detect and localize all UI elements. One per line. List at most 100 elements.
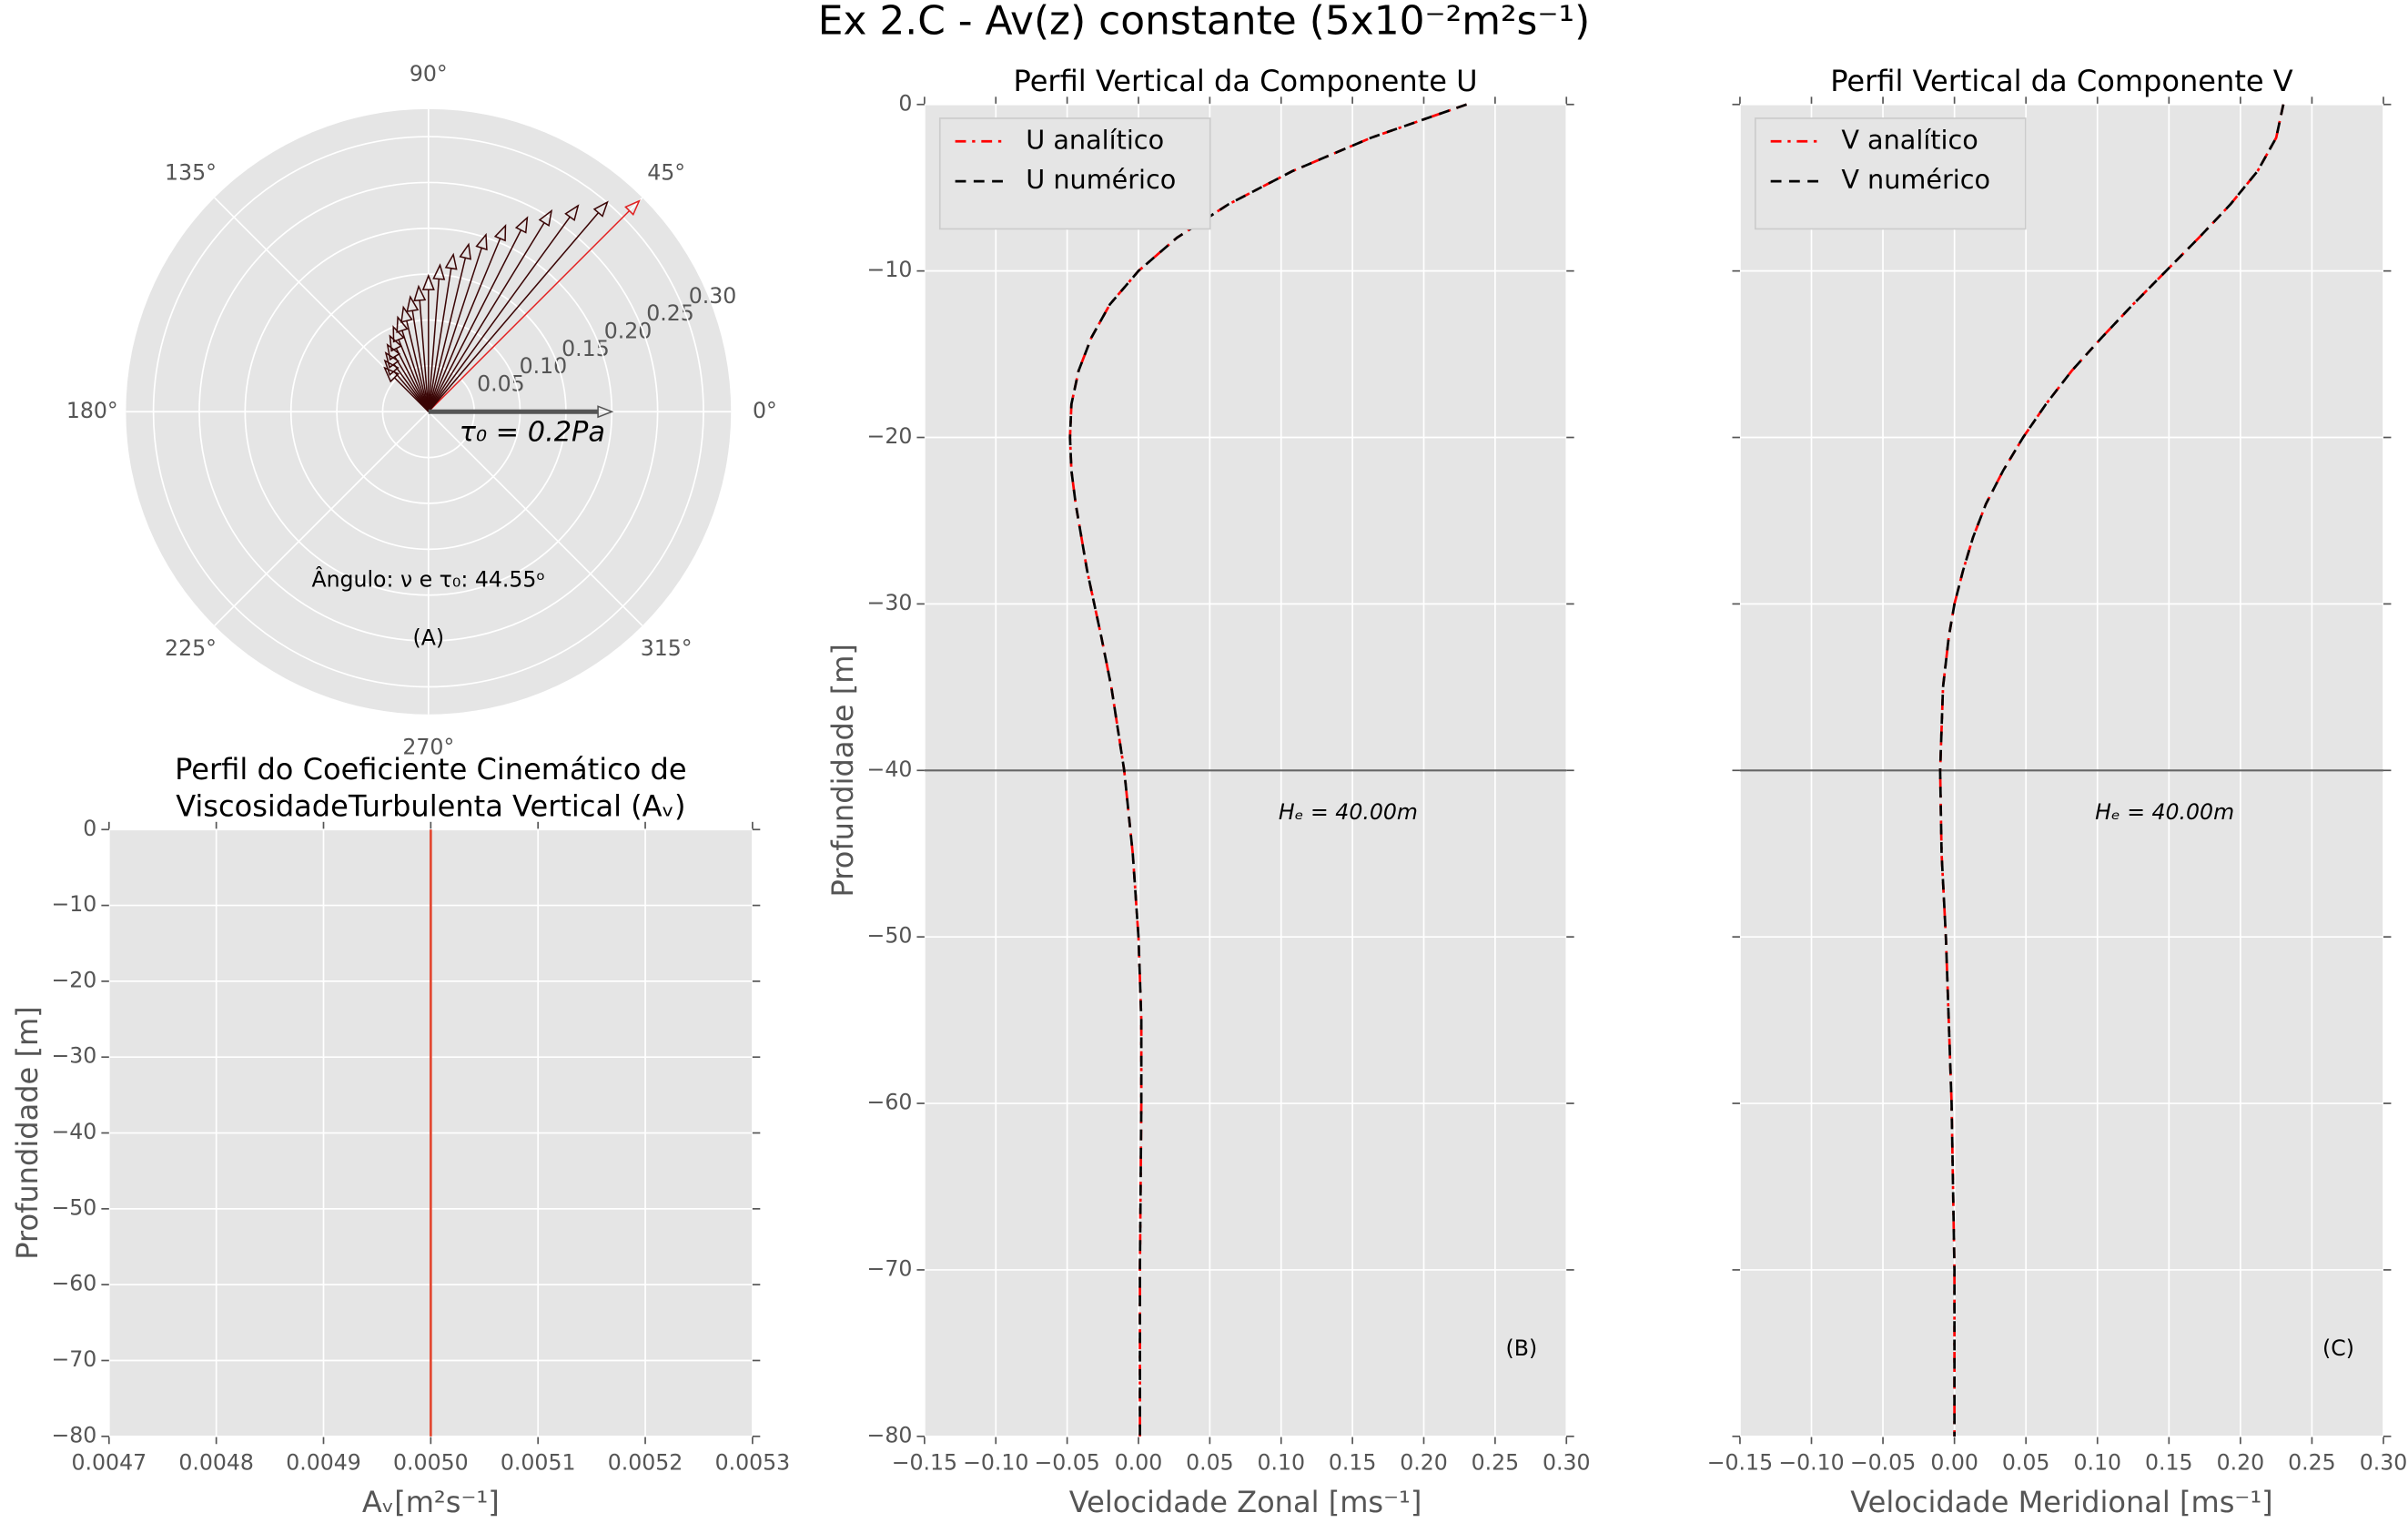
x-tick-label: −0.05 xyxy=(1850,1450,1916,1476)
y-tick-label: 0 xyxy=(83,816,96,841)
y-tick-label: −60 xyxy=(867,1090,913,1115)
velocity-arrow-shaft xyxy=(419,300,430,412)
velocity-arrow-shaft xyxy=(395,348,430,412)
velocity-arrow-shaft xyxy=(428,268,452,412)
y-tick-label: −40 xyxy=(51,1119,96,1144)
y-tick-label: −80 xyxy=(51,1422,96,1447)
velocity-arrow-head xyxy=(459,242,472,260)
velocity-arrow-head xyxy=(386,343,401,361)
y-tick-label: −50 xyxy=(867,923,913,949)
radial-tick-label: 0.10 xyxy=(520,353,568,379)
velocity-arrow xyxy=(428,242,472,412)
velocity-arrow xyxy=(428,216,529,412)
angle-annotation: Ângulo: ν e τ₀: 44.55ᵒ xyxy=(311,566,545,592)
angle-tick-label: 0° xyxy=(753,398,777,423)
series-line xyxy=(1068,103,1467,1437)
y-tick-label: −70 xyxy=(51,1346,96,1372)
angle-tick-label: 45° xyxy=(647,159,685,185)
x-tick-label: 0.0048 xyxy=(178,1450,254,1476)
velocity-arrow xyxy=(389,334,430,412)
angle-tick-label: 315° xyxy=(641,635,693,661)
x-tick-label: 0.20 xyxy=(1400,1450,1448,1476)
velocity-arrow-head xyxy=(421,273,435,290)
velocity-arrow-head xyxy=(389,334,402,352)
y-tick-label: −20 xyxy=(867,423,913,449)
velocity-arrow xyxy=(428,199,641,412)
x-tick-label: 0.15 xyxy=(1329,1450,1377,1476)
reference-label: Hₑ = 40.00m xyxy=(2095,799,2234,825)
x-tick-label: 0.25 xyxy=(1472,1450,1520,1476)
radial-tick-label: 0.05 xyxy=(477,371,525,396)
x-tick-label: 0.0050 xyxy=(393,1450,469,1476)
velocity-arrow-shaft xyxy=(428,248,483,412)
velocity-arrow-shaft xyxy=(428,209,631,412)
velocity-arrow xyxy=(421,273,435,412)
velocity-arrow-head xyxy=(493,224,507,242)
velocity-arrow xyxy=(392,325,430,412)
angle-tick-label: 270° xyxy=(402,734,454,759)
velocity-arrow-shaft xyxy=(428,279,440,412)
velocity-arrow-shaft xyxy=(393,377,430,412)
x-axis-label: Aᵥ[m²s⁻¹] xyxy=(362,1485,500,1519)
y-tick-label: −10 xyxy=(51,891,96,917)
stress-arrow-head xyxy=(597,405,614,419)
legend-label: V numérico xyxy=(1841,164,1990,195)
x-tick-label: −0.05 xyxy=(1034,1450,1099,1476)
x-axis-label: Velocidade Meridional [ms⁻¹] xyxy=(1850,1485,2272,1519)
y-tick-label: −70 xyxy=(867,1255,913,1281)
velocity-arrow-shaft xyxy=(401,330,430,412)
x-tick-label: 0.00 xyxy=(1930,1450,1978,1476)
velocity-arrow-head xyxy=(624,199,641,216)
velocity-arrow-head xyxy=(406,295,420,313)
velocity-arrow xyxy=(384,351,430,412)
y-tick-label: −50 xyxy=(51,1194,96,1220)
x-tick-label: 0.15 xyxy=(2145,1450,2193,1476)
velocity-arrow xyxy=(428,208,553,412)
x-tick-label: 0.0052 xyxy=(608,1450,683,1476)
panel-label: (A) xyxy=(413,625,445,651)
angle-tick-label: 90° xyxy=(410,61,448,86)
velocity-arrow xyxy=(386,343,430,412)
velocity-arrow-head xyxy=(383,366,400,383)
line-chart: 0.0047 0.0048 0.0049 0.0050 0.0051 0.0052 0.00… xyxy=(10,752,790,1519)
y-tick-label: −60 xyxy=(51,1271,96,1296)
reference-label: Hₑ = 40.00m xyxy=(1279,799,1418,825)
velocity-arrow-head xyxy=(475,232,488,251)
legend-box xyxy=(938,117,1211,230)
legend-label: V analítico xyxy=(1841,124,1978,155)
legend-label: U analítico xyxy=(1026,124,1164,155)
velocity-arrow-shaft xyxy=(428,238,501,412)
velocity-arrow-shaft xyxy=(428,216,571,412)
x-tick-label: 0.0047 xyxy=(72,1450,147,1476)
radial-tick-label: 0.20 xyxy=(604,319,653,344)
radial-tick-label: 0.25 xyxy=(646,300,694,326)
velocity-arrow xyxy=(428,263,446,412)
angular-grid-line xyxy=(214,197,430,412)
y-tick-label: −30 xyxy=(867,590,913,615)
velocity-arrow xyxy=(428,232,488,412)
x-tick-label: −0.10 xyxy=(1778,1450,1844,1476)
panel-label: (B) xyxy=(1506,1335,1538,1361)
x-tick-label: 0.30 xyxy=(2360,1450,2408,1476)
x-tick-label: 0.25 xyxy=(2288,1450,2336,1476)
line-chart: −0.15 −0.10 −0.05 0.00 0.05 0.10 0.15 0.20 0.25 0… xyxy=(1707,64,2408,1519)
angle-tick-label: 180° xyxy=(66,398,118,423)
x-axis-label: Velocidade Zonal [ms⁻¹] xyxy=(1069,1485,1422,1519)
y-tick-label: −10 xyxy=(867,257,913,282)
legend-label: U numérico xyxy=(1026,164,1176,195)
velocity-arrow-head xyxy=(514,216,529,234)
stress-label: τ₀ = 0.2Pa xyxy=(460,416,605,448)
velocity-arrow-shaft xyxy=(393,371,430,412)
velocity-arrow-shaft xyxy=(394,356,430,412)
y-axis-label: Profundidade [m] xyxy=(10,1006,45,1259)
velocity-arrow-shaft xyxy=(393,363,430,412)
x-tick-label: 0.0053 xyxy=(715,1450,791,1476)
velocity-arrow xyxy=(413,284,430,412)
x-tick-label: 0.0049 xyxy=(286,1450,361,1476)
panel-label: (C) xyxy=(2322,1335,2354,1361)
figure-title: Ex 2.C - Av(z) constante (5x10⁻²m²s⁻¹) xyxy=(818,0,1590,44)
x-tick-label: 0.00 xyxy=(1115,1450,1163,1476)
velocity-arrow-shaft xyxy=(428,258,467,412)
